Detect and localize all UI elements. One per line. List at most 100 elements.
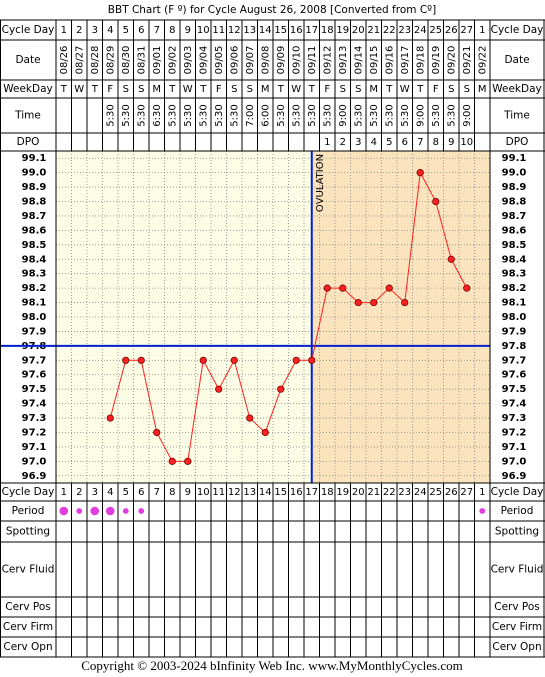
cycle-day: 3 [92, 25, 98, 36]
weekday: W [400, 84, 410, 95]
temp-point [370, 298, 378, 307]
temp-point [261, 428, 269, 437]
row-label-right: Cycle Day [491, 24, 544, 36]
cycle-day: 6 [138, 487, 144, 498]
row-label: Cerv Pos [5, 601, 51, 613]
y-tick-label-right: 98.9 [502, 182, 527, 193]
y-tick-label: 96.9 [22, 471, 47, 482]
y-tick-label: 98.4 [22, 254, 47, 265]
row-label-right: Date [504, 54, 529, 66]
y-tick-label: 99.0 [22, 168, 47, 179]
date: 08/27 [74, 46, 85, 75]
weekday: W [291, 84, 301, 95]
footer: Copyright © 2003-2024 bInfinity Web Inc.… [81, 658, 462, 673]
period-dot [138, 508, 145, 514]
row-label: Cerv Firm [3, 621, 53, 633]
weekday: F [324, 84, 330, 95]
cycle-day: 24 [414, 487, 427, 498]
time: 5:30 [353, 104, 364, 126]
weekday: M [152, 84, 161, 95]
row-label: Cerv Opn [3, 641, 52, 653]
cycle-day: 24 [414, 25, 427, 36]
row-label: Period [12, 505, 45, 517]
y-tick-label-right: 98.0 [502, 312, 527, 323]
weekday: S [138, 84, 144, 95]
date: 08/26 [59, 46, 70, 75]
temp-point [106, 414, 114, 422]
cycle-day: 12 [228, 487, 241, 498]
date: 09/07 [245, 46, 256, 75]
period-dot [122, 508, 129, 514]
y-tick-label-right: 98.1 [502, 298, 527, 309]
dpo: 6 [402, 137, 408, 148]
y-tick-label-right: 97.2 [502, 427, 527, 438]
y-tick-label: 97.0 [22, 456, 47, 467]
weekday: M [478, 84, 487, 95]
cycle-day: 3 [92, 487, 98, 498]
y-tick-label: 97.7 [22, 355, 47, 366]
row-label: WeekDay [3, 83, 53, 95]
cycle-day: 13 [243, 25, 256, 36]
time: 9:00 [415, 104, 426, 126]
cycle-day: 15 [274, 487, 287, 498]
cycle-day: 14 [259, 487, 272, 498]
weekday: T [91, 84, 99, 95]
time: 5:30 [229, 104, 240, 126]
y-tick-label: 97.4 [22, 399, 47, 410]
y-tick-label-right: 97.3 [502, 413, 527, 424]
date: 09/19 [431, 46, 442, 75]
time: 5:30 [167, 104, 178, 126]
temp-point [385, 284, 393, 292]
cycle-day: 7 [154, 25, 160, 36]
temp-point [246, 414, 254, 422]
y-tick-label-right: 97.0 [502, 456, 527, 467]
y-tick-label: 98.7 [22, 211, 47, 222]
date: 09/08 [260, 46, 271, 75]
period-dot [105, 506, 115, 516]
temp-point [153, 428, 161, 437]
period-dot [76, 508, 83, 514]
cycle-day: 5 [123, 487, 129, 498]
y-tick-label-right: 97.9 [502, 326, 527, 337]
cycle-day: 16 [290, 487, 303, 498]
cycle-day: 20 [352, 487, 365, 498]
time: 5:30 [105, 104, 116, 126]
dpo: 2 [340, 137, 346, 148]
temp-point [184, 457, 192, 465]
weekday: S [247, 84, 253, 95]
y-tick-label: 97.9 [22, 326, 47, 337]
cycle-day: 17 [305, 487, 318, 498]
date: 08/28 [90, 46, 101, 75]
dpo: 7 [417, 137, 423, 148]
weekday: T [416, 84, 424, 95]
y-tick-label: 97.5 [22, 384, 47, 395]
row-label: DPO [17, 136, 40, 148]
temp-point [463, 284, 471, 292]
row-label-right: Cerv Fluid [491, 564, 544, 576]
row-label-right: DPO [506, 136, 529, 148]
weekday: T [60, 84, 68, 95]
y-tick-label-right: 97.5 [502, 384, 527, 395]
cycle-day: 8 [169, 25, 175, 36]
y-tick-label-right: 96.9 [502, 471, 527, 482]
time: 9:00 [338, 104, 349, 126]
temp-point [215, 385, 223, 393]
temp-point [168, 457, 176, 465]
weekday: S [340, 84, 346, 95]
y-tick-label-right: 98.8 [502, 197, 527, 208]
cycle-day: 12 [228, 25, 241, 36]
temp-point [432, 197, 440, 206]
y-tick-label-right: 98.4 [502, 254, 527, 265]
date: 09/16 [384, 46, 395, 75]
cycle-day: 19 [336, 25, 349, 36]
temp-point [447, 255, 455, 263]
y-tick-label: 98.0 [22, 312, 47, 323]
row-label-right: Cycle Day [491, 486, 544, 498]
date: 09/02 [167, 46, 178, 75]
ovulation-label: OVULATION [315, 154, 326, 212]
temp-point [401, 298, 409, 307]
dpo: 10 [460, 137, 473, 148]
cycle-day: 18 [321, 25, 334, 36]
time: 5:30 [400, 104, 411, 126]
